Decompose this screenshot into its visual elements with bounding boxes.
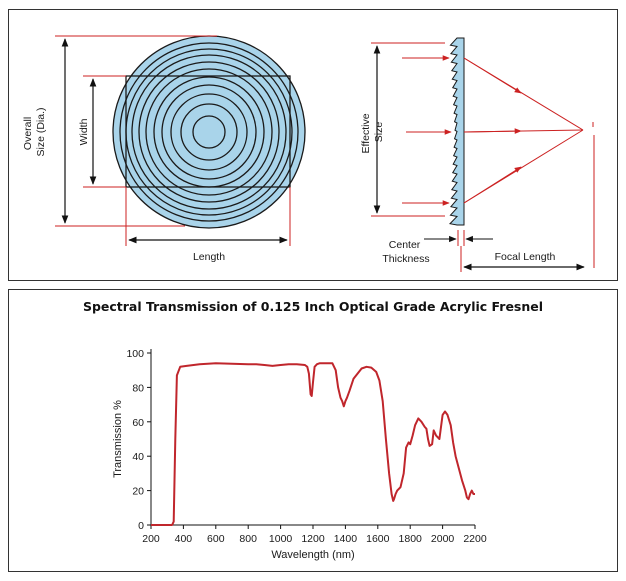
x-tick-label: 1000: [269, 533, 293, 545]
center-thickness-label: Center Thickness: [382, 239, 429, 265]
width-dimension: Width: [78, 75, 126, 188]
chart-panel: Spectral Transmission of 0.125 Inch Opti…: [8, 289, 618, 572]
focal-length-dimension: Focal Length: [460, 246, 585, 272]
x-tick-label: 1200: [301, 533, 325, 545]
chart-title: Spectral Transmission of 0.125 Inch Opti…: [82, 299, 544, 314]
converging-rays: [463, 57, 595, 268]
width-label: Width: [78, 118, 90, 145]
x-tick-label: 2000: [431, 533, 455, 545]
transmission-chart: 200 400 600 800 1000 1200 1400 1600 1800 2000 2200…: [112, 348, 487, 561]
effective-size-dimension: Effective Size: [360, 42, 445, 217]
y-axis-label: Transmission %: [112, 400, 124, 478]
fresnel-rings: [119, 42, 299, 222]
fresnel-ring: [119, 42, 299, 222]
x-tick-label: 600: [207, 533, 225, 545]
fresnel-ring: [138, 61, 280, 203]
fresnel-ring: [170, 93, 248, 171]
x-tick-label: 400: [175, 533, 193, 545]
y-tick-label: 0: [138, 520, 144, 532]
overall-size-dimension: Overall Size (Dia.): [22, 35, 217, 227]
length-dimension: Length: [125, 187, 291, 263]
y-tick-label: 60: [132, 417, 144, 429]
series-line-transmission: [151, 362, 475, 526]
x-axis-label: Wavelength (nm): [271, 549, 354, 561]
fresnel-ring: [192, 115, 226, 149]
x-tick-label: 2200: [463, 533, 487, 545]
y-tick-label: 40: [132, 451, 144, 463]
chart-ticks: 200 400 600 800 1000 1200 1400 1600 1800 2000 2200…: [126, 348, 486, 545]
y-tick-label: 20: [132, 486, 144, 498]
lens-diagram-panel: Overall Size (Dia.) Width Length: [8, 9, 618, 281]
effective-size-label: Effective Size: [360, 111, 385, 154]
chart-series: [151, 362, 475, 526]
overall-size-label: Overall Size (Dia.): [22, 107, 47, 156]
y-tick-label: 80: [132, 382, 144, 394]
center-thickness-dimension: Center Thickness: [382, 230, 493, 265]
x-tick-label: 200: [142, 533, 160, 545]
fresnel-ring: [161, 84, 257, 180]
x-tick-label: 800: [239, 533, 257, 545]
length-label: Length: [193, 251, 225, 263]
lens-front-view: [112, 35, 306, 229]
fresnel-ring: [145, 68, 273, 196]
fresnel-ring: [180, 103, 238, 161]
y-tick-label: 100: [126, 348, 144, 360]
x-tick-label: 1400: [334, 533, 358, 545]
x-tick-label: 1800: [399, 533, 423, 545]
square-cut-outline: [125, 75, 291, 188]
focal-length-label: Focal Length: [495, 251, 556, 263]
incoming-rays: [402, 55, 452, 206]
lens-disc: [112, 35, 306, 229]
fresnel-ring: [131, 54, 287, 210]
x-tick-label: 1600: [366, 533, 390, 545]
fresnel-profile: [448, 37, 465, 226]
lens-side-view: [448, 37, 465, 226]
lens-diagram: Overall Size (Dia.) Width Length: [22, 35, 595, 272]
